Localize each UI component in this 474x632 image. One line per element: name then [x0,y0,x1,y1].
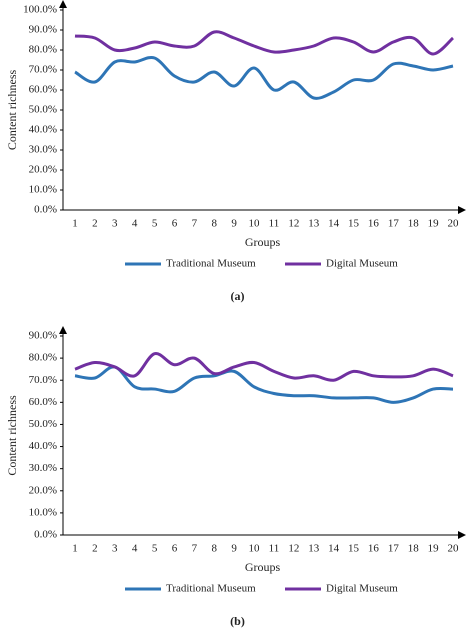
x-tick-label: 7 [192,218,198,230]
y-axis-title: Content richness [5,70,19,151]
x-tick-label: 2 [92,543,98,555]
legend-label: Traditional Museum [166,583,256,595]
y-axis-title: Content richness [5,395,19,476]
x-tick-label: 16 [368,543,380,555]
x-tick-label: 17 [388,218,400,230]
y-tick-label: 80.0% [29,44,57,56]
x-tick-label: 8 [212,218,218,230]
x-tick-label: 12 [288,218,299,230]
x-tick-label: 20 [448,218,460,230]
x-tick-label: 11 [269,218,280,230]
x-tick-label: 14 [328,218,340,230]
y-tick-label: 10.0% [29,506,57,518]
x-tick-label: 5 [152,543,158,555]
series-line [74,352,454,382]
x-tick-label: 15 [348,543,360,555]
caption: (a) [231,289,245,303]
series-line [74,30,455,56]
x-tick-label: 9 [231,218,237,230]
x-tick-label: 3 [112,543,118,555]
y-tick-label: 90.0% [29,24,57,36]
x-tick-label: 3 [112,218,118,230]
x-tick-label: 10 [249,218,261,230]
y-tick-label: 80.0% [29,352,57,364]
x-tick-label: 17 [388,543,400,555]
x-tick-label: 5 [152,218,158,230]
series-line [74,55,454,100]
y-tick-label: 70.0% [29,374,57,386]
x-tick-label: 19 [428,543,440,555]
y-tick-label: 0.0% [34,204,57,216]
y-tick-label: 100.0% [23,4,57,16]
y-tick-label: 20.0% [29,484,57,496]
caption: (b) [230,614,245,628]
x-tick-label: 15 [348,218,360,230]
x-tick-label: 8 [212,543,218,555]
x-axis-title: Groups [245,560,281,574]
x-tick-label: 7 [192,543,198,555]
y-tick-label: 40.0% [29,124,57,136]
y-tick-label: 20.0% [29,164,57,176]
legend-label: Digital Museum [326,583,398,595]
x-axis-title: Groups [245,235,281,249]
y-tick-label: 30.0% [29,462,57,474]
y-tick-label: 90.0% [29,330,57,342]
y-tick-label: 50.0% [29,104,57,116]
x-tick-label: 4 [132,218,138,230]
x-tick-label: 13 [308,218,320,230]
x-tick-label: 12 [288,543,299,555]
x-tick-label: 1 [72,218,78,230]
x-tick-label: 16 [368,218,380,230]
series-line [74,365,454,404]
x-tick-label: 1 [72,543,78,555]
y-tick-label: 60.0% [29,396,57,408]
y-tick-label: 60.0% [29,84,57,96]
y-tick-label: 10.0% [29,184,57,196]
x-tick-label: 14 [328,543,340,555]
x-tick-label: 9 [231,543,237,555]
x-tick-label: 19 [428,218,440,230]
legend-label: Digital Museum [326,258,398,270]
x-tick-label: 18 [408,543,420,555]
x-tick-label: 4 [132,543,138,555]
x-tick-label: 20 [448,543,460,555]
x-tick-label: 10 [249,543,261,555]
x-tick-label: 6 [172,543,178,555]
x-tick-label: 2 [92,218,98,230]
y-tick-label: 50.0% [29,418,57,430]
x-tick-label: 13 [308,543,320,555]
y-tick-label: 0.0% [34,529,57,541]
x-tick-label: 6 [172,218,178,230]
y-tick-label: 30.0% [29,144,57,156]
y-tick-label: 40.0% [29,440,57,452]
x-tick-label: 11 [269,543,280,555]
y-tick-label: 70.0% [29,64,57,76]
legend-label: Traditional Museum [166,258,256,270]
x-tick-label: 18 [408,218,420,230]
